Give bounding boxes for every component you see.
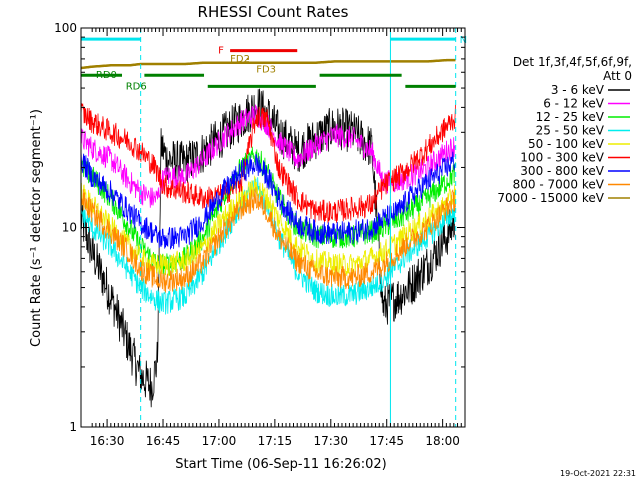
series-line-5 [80,175,456,277]
y-axis-label: Count Rate (s⁻¹ detector segment⁻¹) [29,109,44,347]
chart-title: RHESSI Count Rates [198,3,349,21]
x-tick-label-6: 17:45 [369,434,404,448]
series-line-9 [81,58,456,70]
legend-entry-label-7: 300 - 800 keV [520,164,604,178]
rd-label-2: RD6 [126,81,147,92]
x-tick-label-3: 17:00 [202,434,237,448]
fd-label-1: FD2 [230,54,250,65]
legend-entry-label-5: 50 - 100 keV [528,137,605,151]
x-tick-label-5: 17:30 [313,434,348,448]
x-tick-label-1: 16:30 [90,434,125,448]
y-tick-label-2: 10 [62,221,77,235]
series-line-3 [80,146,456,277]
rd-label-1: RD0 [96,70,117,81]
fd-marker [246,57,249,60]
legend-entry-label-6: 100 - 300 keV [520,151,604,165]
series-line-8 [80,187,456,293]
legend-entry-label-4: 25 - 50 keV [536,124,605,138]
night-bar-label: N [460,35,467,46]
legend-header-line2: Att 0 [603,69,632,83]
legend-header-line1: Det 1f,3f,4f,5f,6f,9f, [513,55,632,69]
series-layer [80,58,456,408]
legend: Det 1f,3f,4f,5f,6f,9f, Att 0 3 - 6 keV6 … [497,55,632,205]
annotation-layer: N F FD2 FD3 RD0 RD6 [80,28,467,427]
series-line-1 [80,88,456,408]
series-line-7 [80,150,456,250]
x-tick-label-2: 16:45 [146,434,181,448]
legend-entry-label-1: 3 - 6 keV [551,83,605,97]
legend-entry-label-3: 12 - 25 keV [536,110,605,124]
legend-entry-label-9: 7000 - 15000 keV [497,191,604,205]
plot-timestamp: 19-Oct-2021 22:31 [560,469,636,478]
x-tick-label-7: 18:00 [425,434,460,448]
fd-label-2: FD3 [256,64,276,75]
axis-layer: 16:30 16:45 17:00 17:15 17:30 17:45 18:00 1 10 10… [54,21,466,448]
x-axis-label: Start Time (06-Sep-11 16:26:02) [175,457,386,472]
x-tick-label-4: 17:15 [258,434,293,448]
legend-entry-label-2: 6 - 12 keV [543,97,605,111]
y-tick-label-3: 100 [54,21,77,35]
y-tick-label-1: 1 [69,420,77,434]
flare-bar-label: F [218,46,224,57]
legend-entry-label-8: 800 - 7000 keV [513,178,605,192]
series-line-6 [80,103,456,224]
